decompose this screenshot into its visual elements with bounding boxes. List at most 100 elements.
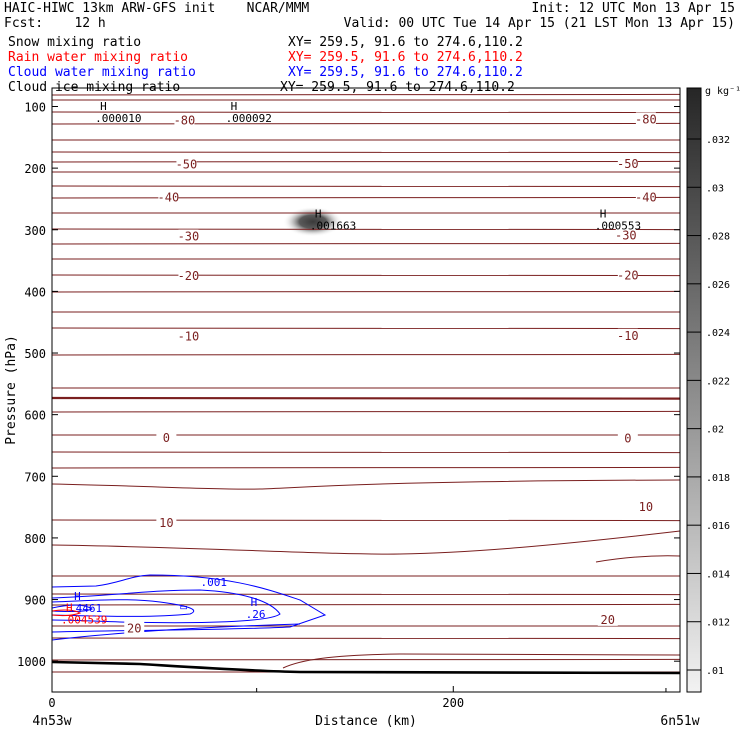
colorbar-tick-label-1: .03 [706, 183, 724, 194]
colorbar [686, 87, 702, 693]
colorbar-tick-label-9: .014 [706, 569, 730, 580]
temperature-label-bg-5 [635, 190, 656, 204]
temperature-contour-6 [51, 160, 681, 163]
temperature-contour-5 [51, 151, 681, 154]
forecast-hour: Fcst: 12 h [4, 16, 106, 31]
field-xy-snow: XY= 259.5, 91.6 to 274.6,110.2 [288, 35, 523, 50]
rain-water-contour [51, 609, 82, 617]
temperature-contour-17 [51, 327, 681, 330]
temperature-label-9: -20 [617, 268, 639, 282]
temperature-contour-25 [51, 479, 681, 490]
temperature-label-bg-10 [178, 329, 199, 343]
temperature-label-16: 20 [127, 622, 141, 636]
y-axis-label: Pressure (hPa) [4, 335, 19, 445]
temperature-label-bg-15 [635, 500, 656, 514]
temperature-contour-8 [51, 185, 681, 188]
temperature-label-bg-9 [617, 268, 638, 282]
field-name-snow: Snow mixing ratio [8, 35, 142, 50]
x-tick-label-0: 0 [48, 696, 55, 710]
field-xy-rain: XY= 259.5, 91.6 to 274.6,110.2 [288, 50, 523, 65]
temperature-label-bg-16 [124, 621, 145, 635]
temperature-label-17: 20 [601, 613, 615, 627]
temperature-contour-3 [51, 122, 681, 125]
temperature-label-bg-4 [158, 190, 179, 204]
temperature-label-bg-6 [178, 229, 199, 243]
temperature-label-bg-0 [174, 113, 195, 127]
temperature-contour-21 [51, 410, 681, 413]
temperature-label-3: -50 [617, 157, 639, 171]
cloud-water-label-1: ▭ [180, 601, 187, 614]
y-tick-label-8: 900 [24, 594, 46, 608]
y-tick-label-3: 400 [24, 285, 46, 299]
cloud-water-contour-mid [51, 589, 281, 624]
temperature-contour-29 [51, 593, 681, 596]
temperature-contour-14 [51, 274, 681, 277]
colorbar-tick-label-11: .01 [706, 666, 724, 677]
temperature-contour-0 [51, 93, 681, 96]
maximum-marker-6: H [66, 602, 73, 615]
x-end-label-left: 4n53w [32, 714, 71, 729]
temperature-label-7: -30 [615, 228, 637, 242]
maximum-marker-1: H [231, 100, 238, 113]
temperature-contour-spur [595, 555, 681, 563]
colorbar-tick-label-6: .02 [706, 425, 724, 436]
temperature-label-11: -10 [617, 329, 639, 343]
temperature-contour-26 [51, 519, 681, 522]
colorbar-tick-label-10: .012 [706, 618, 730, 629]
temperature-label-bg-14 [156, 516, 177, 530]
field-name-cloud-water: Cloud water mixing ratio [8, 65, 196, 80]
temperature-label-bg-1 [635, 112, 656, 126]
colorbar-tick-label-0: .032 [706, 135, 730, 146]
maximum-value-5: .26 [246, 608, 266, 621]
temperature-label-bg-11 [617, 328, 638, 342]
maximum-marker-2: H [315, 208, 322, 221]
temperature-contour-2 [51, 111, 681, 114]
colorbar-tick-label-2: .028 [706, 232, 730, 243]
maximum-value-6: .004539 [61, 614, 107, 627]
maximum-marker-0: H [100, 100, 107, 113]
terrain-line [51, 660, 681, 675]
cloud-water-contour-core [51, 604, 94, 613]
temperature-label-14: 10 [159, 516, 173, 530]
temperature-label-bg-2 [176, 157, 197, 171]
temperature-contour-23 [51, 451, 681, 454]
y-tick-label-9: 1000 [17, 655, 46, 669]
temperature-label-bg-13 [617, 431, 638, 445]
temperature-label-bg-12 [156, 431, 177, 445]
temperature-contour-11 [51, 228, 681, 231]
cloud-water-contour-lower [51, 623, 301, 641]
x-axis-label: Distance (km) [315, 714, 417, 729]
temperature-contour-30 [51, 603, 681, 606]
temperature-label-15: 10 [639, 500, 653, 514]
colorbar-tick-label-8: .016 [706, 521, 730, 532]
valid-time: Valid: 00 UTC Tue 14 Apr 15 (21 LST Mon … [343, 16, 735, 31]
temperature-contour-24 [51, 466, 681, 469]
y-tick-label-7: 800 [24, 532, 46, 546]
y-tick-label-6: 700 [24, 470, 46, 484]
temperature-label-0: -80 [174, 114, 196, 128]
title-line: HAIC-HIWC 13km ARW-GFS init NCAR/MMM [4, 1, 310, 16]
colorbar-tick-label-3: .026 [706, 280, 730, 291]
temperature-contour-low [282, 653, 681, 669]
temperature-label-bg-8 [178, 268, 199, 282]
temperature-label-10: -10 [178, 329, 200, 343]
maximum-value-2: .001663 [310, 220, 356, 233]
temperature-label-bg-3 [617, 156, 638, 170]
temperature-label-2: -50 [176, 157, 198, 171]
temperature-label-1: -80 [635, 112, 657, 126]
y-tick-label-2: 300 [24, 224, 46, 238]
y-tick-label-4: 500 [24, 347, 46, 361]
field-xy-cloud-water: XY= 259.5, 91.6 to 274.6,110.2 [288, 65, 523, 80]
maximum-value-1: .000092 [226, 112, 272, 125]
y-tick-label-1: 200 [24, 162, 46, 176]
temperature-label-13: 0 [624, 432, 631, 446]
init-time: Init: 12 UTC Mon 13 Apr 15 [531, 1, 736, 16]
temperature-contour-18 [51, 353, 681, 356]
temperature-label-bg-17 [597, 612, 618, 626]
y-tick-label-5: 600 [24, 409, 46, 423]
temperature-contour-15 [51, 290, 681, 293]
temperature-contour-33 [51, 658, 681, 661]
colorbar-unit: g kg⁻¹ [705, 86, 740, 97]
